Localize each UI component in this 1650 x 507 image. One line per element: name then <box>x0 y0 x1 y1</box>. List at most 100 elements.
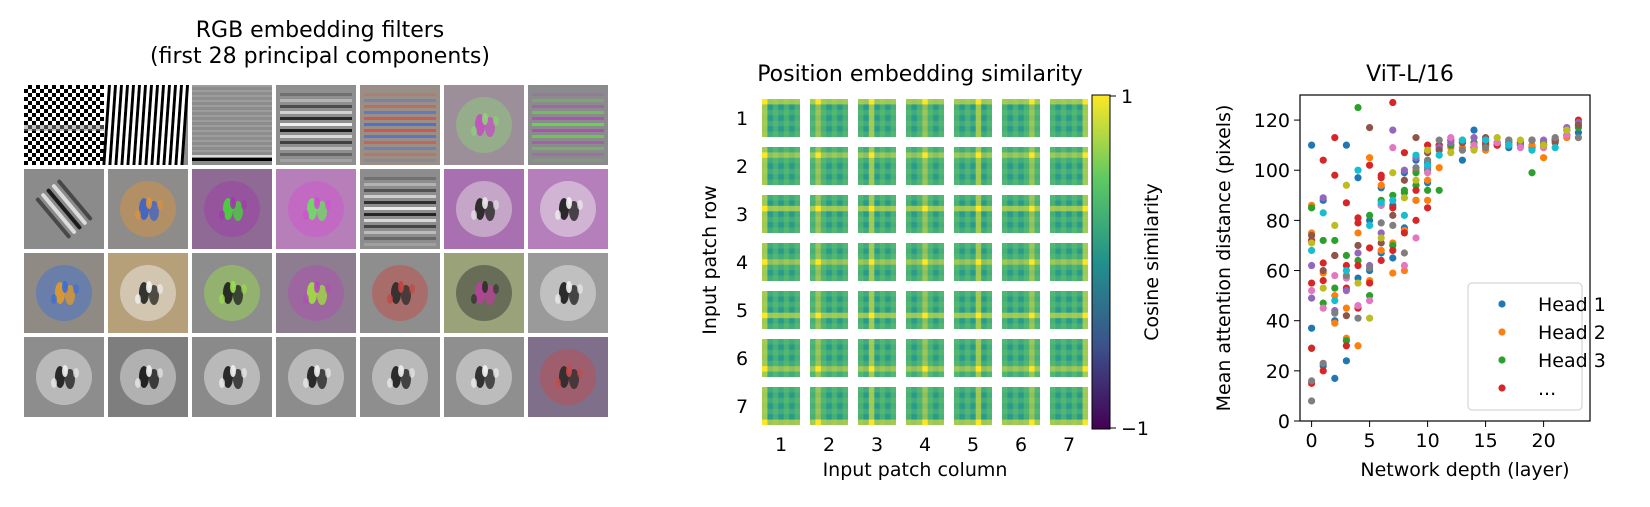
scatter-point <box>1505 136 1513 144</box>
scatter-point <box>1412 134 1420 142</box>
scatter-point <box>1424 186 1432 194</box>
scatter-point <box>1377 234 1385 242</box>
colorbar-min-label: −1 <box>1121 418 1149 440</box>
scatter-point <box>1331 319 1339 327</box>
scatter-point <box>1412 216 1420 224</box>
position-x-tick-label: 7 <box>1063 434 1075 456</box>
position-y-tick-label: 5 <box>736 300 748 322</box>
scatter-point <box>1366 154 1374 162</box>
scatter-point <box>1354 314 1362 322</box>
scatter-point <box>1308 344 1316 352</box>
scatter-point <box>1412 234 1420 242</box>
colorbar <box>1091 94 1111 430</box>
y-tick-label: 40 <box>1266 311 1290 333</box>
scatter-point <box>1366 211 1374 219</box>
scatter-point <box>1342 312 1350 320</box>
scatter-point <box>1319 209 1327 217</box>
position-tile <box>1050 291 1088 329</box>
position-tile <box>1002 195 1040 233</box>
scatter-point <box>1458 136 1466 144</box>
scatter-point <box>1319 299 1327 307</box>
scatter-point <box>1331 374 1339 382</box>
scatter-point <box>1308 287 1316 295</box>
scatter-point <box>1389 246 1397 255</box>
position-tile <box>906 339 944 377</box>
scatter-point <box>1424 161 1432 169</box>
scatter-point <box>1319 266 1327 275</box>
scatter-point <box>1389 211 1397 219</box>
position-tile <box>1050 387 1088 425</box>
scatter-point <box>1308 397 1316 405</box>
scatter-point <box>1377 256 1385 265</box>
scatter-point <box>1470 126 1478 134</box>
position-tile <box>954 291 992 329</box>
scatter-point <box>1366 279 1374 287</box>
scatter-point <box>1354 249 1362 257</box>
scatter-point <box>1447 149 1455 157</box>
scatter-point <box>1331 292 1339 300</box>
scatter-point <box>1482 136 1490 144</box>
filter-tile <box>528 85 608 165</box>
position-y-tick-label: 2 <box>736 156 748 178</box>
scatter-point <box>1342 287 1350 295</box>
scatter-point <box>1377 199 1385 207</box>
scatter-point <box>1354 166 1362 174</box>
scatter-point <box>1574 121 1582 129</box>
position-tile <box>810 147 848 185</box>
y-tick-label: 0 <box>1278 411 1290 433</box>
scatter-points <box>1308 98 1582 405</box>
scatter-point <box>1435 164 1443 172</box>
scatter-point <box>1528 136 1536 144</box>
scatter-point <box>1563 131 1571 139</box>
position-y-tick-label: 3 <box>736 204 748 226</box>
scatter-point <box>1493 139 1501 147</box>
scatter-point <box>1354 174 1362 182</box>
scatter-point <box>1331 297 1339 305</box>
filter-tile <box>360 85 440 165</box>
position-y-tick-label: 7 <box>736 396 748 418</box>
scatter-point <box>1424 156 1432 164</box>
scatter-axis-ticks: 0 5 10 15 20 0 20 40 60 80 100 120 <box>1254 110 1556 452</box>
filter-tile <box>528 169 608 249</box>
position-tile <box>762 147 800 185</box>
scatter-point <box>1412 176 1420 184</box>
filter-tile <box>276 337 356 417</box>
filter-tile <box>108 169 188 249</box>
scatter-point <box>1400 149 1408 157</box>
x-tick-label: 20 <box>1532 430 1556 452</box>
position-tile <box>906 243 944 281</box>
scatter-point <box>1412 164 1420 172</box>
scatter-point <box>1389 269 1397 277</box>
y-tick-label: 80 <box>1266 210 1290 232</box>
scatter-x-axis-label: Network depth (layer) <box>1360 459 1569 481</box>
scatter-point <box>1540 136 1548 144</box>
scatter-point <box>1551 139 1559 147</box>
filter-tile <box>360 253 440 333</box>
filter-tile <box>24 337 104 417</box>
filter-tile <box>276 253 356 333</box>
scatter-point <box>1366 221 1374 229</box>
scatter-point <box>1354 229 1362 237</box>
position-tile <box>762 195 800 233</box>
legend-label: ... <box>1538 378 1556 400</box>
scatter-point <box>1424 196 1432 204</box>
scatter-point <box>1319 284 1327 292</box>
scatter-point <box>1366 264 1374 272</box>
position-tile <box>1002 99 1040 137</box>
scatter-point <box>1354 302 1362 310</box>
scatter-point <box>1331 271 1339 280</box>
position-tile <box>762 99 800 137</box>
filter-tile <box>102 85 189 165</box>
scatter-point <box>1308 141 1316 149</box>
legend-label: Head 2 <box>1538 322 1606 344</box>
position-tile <box>858 243 896 281</box>
position-y-tick-label: 6 <box>736 348 748 370</box>
scatter-point <box>1377 171 1385 179</box>
position-tile <box>762 339 800 377</box>
y-tick-label: 60 <box>1266 261 1290 283</box>
position-tile <box>858 195 896 233</box>
position-y-axis-label: Input patch row <box>699 185 721 334</box>
position-x-tick-label: 3 <box>871 434 883 456</box>
x-tick-label: 10 <box>1416 430 1440 452</box>
